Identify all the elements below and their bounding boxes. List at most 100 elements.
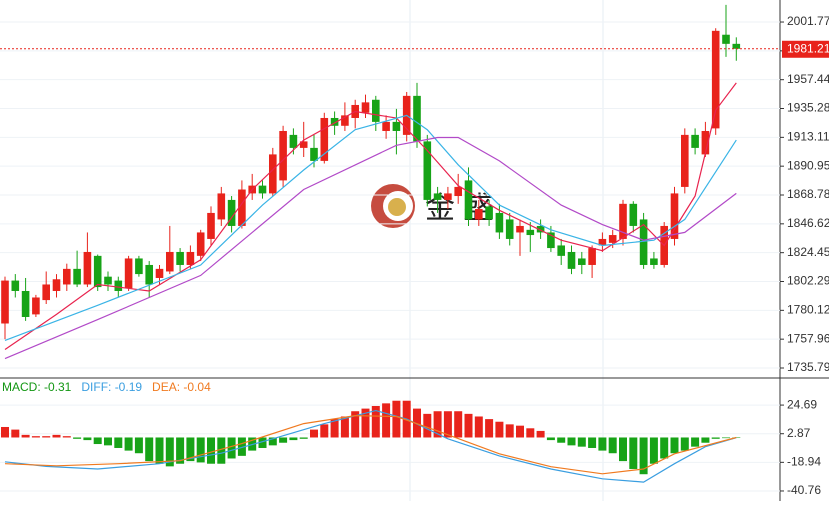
macd-bar <box>454 411 463 438</box>
line-series <box>4 409 737 483</box>
candle-body <box>547 232 555 249</box>
candle-body <box>11 280 20 291</box>
y-tick-label: 1846.62 <box>787 216 829 230</box>
macd-bar <box>629 437 638 469</box>
candle-body <box>52 279 61 291</box>
candle-body <box>619 203 627 239</box>
macd-bar <box>670 437 679 454</box>
y-tick-label: 1957.44 <box>787 72 829 86</box>
legend-entry: MACD: -0.31 <box>2 380 72 394</box>
candle-body <box>93 255 102 288</box>
macd-bar <box>639 437 648 475</box>
macd-bar <box>588 437 597 448</box>
y-tick-label: 2.87 <box>787 426 811 440</box>
macd-bar <box>340 416 349 438</box>
y-tick-label: -40.76 <box>787 483 821 497</box>
y-tick-label: -18.94 <box>787 455 821 469</box>
candle-body <box>238 189 246 226</box>
macd-bar <box>701 437 710 443</box>
candle-body <box>361 102 370 113</box>
candle-body <box>598 238 607 246</box>
macd-bar <box>155 437 164 464</box>
candle-body <box>114 280 123 291</box>
candle-body <box>196 232 205 256</box>
candle-body <box>104 276 112 285</box>
candle-body <box>701 130 710 155</box>
macd-bar <box>608 437 617 454</box>
candle-body <box>516 225 524 233</box>
candle-body <box>639 219 648 265</box>
macd-bar <box>196 437 205 463</box>
y-tick-label: 1735.79 <box>787 360 829 374</box>
y-tick-label: 1824.45 <box>787 245 829 259</box>
candle-body <box>310 147 318 161</box>
candle-body <box>670 193 679 239</box>
macd-bar <box>124 437 133 451</box>
macd-bar <box>361 408 370 438</box>
macd-bar <box>516 425 524 438</box>
candle-body <box>124 258 133 289</box>
macd-bar <box>464 413 473 438</box>
macd-bar <box>660 437 669 459</box>
macd-bar <box>52 434 61 438</box>
candle-body <box>732 43 741 49</box>
candle-body <box>495 212 504 233</box>
candle-body <box>691 134 699 148</box>
candle-body <box>588 248 596 265</box>
macd-bar <box>598 437 607 451</box>
macd-bar <box>145 437 154 462</box>
candle-body <box>279 130 287 181</box>
candle-body <box>176 251 184 265</box>
macd-bar <box>546 437 555 441</box>
candle-body <box>372 99 380 122</box>
macd-bar <box>217 437 226 464</box>
macd-bar <box>505 424 514 438</box>
macd-bar <box>42 436 51 438</box>
line-series <box>4 136 737 360</box>
candle-body <box>433 193 442 200</box>
macd-bar <box>93 437 102 445</box>
candle-body <box>629 203 638 226</box>
macd-bar <box>536 430 545 438</box>
macd-bar <box>104 437 112 446</box>
candle-body <box>73 268 81 285</box>
macd-bar <box>310 429 318 438</box>
macd-bar <box>21 434 30 438</box>
line-series <box>4 414 737 475</box>
macd-bar <box>31 436 40 438</box>
candle-body <box>485 206 493 220</box>
candle-body <box>42 284 50 301</box>
candle-body <box>681 134 689 187</box>
macd-bar <box>443 411 452 438</box>
logo-coin <box>388 198 406 216</box>
candle-body <box>258 185 267 194</box>
candle-body <box>650 258 658 265</box>
candle-body <box>63 268 71 285</box>
candle-body <box>392 121 401 131</box>
candle-body <box>289 134 298 148</box>
candle-body <box>32 297 40 315</box>
y-tick-label: 2001.77 <box>787 14 829 28</box>
macd-bar <box>207 437 215 464</box>
legend-entry: DIFF: -0.19 <box>81 380 142 394</box>
y-tick-label: 1757.96 <box>787 331 829 345</box>
macd-bar <box>423 413 432 438</box>
y-tick-label: 1890.95 <box>787 158 829 172</box>
macd-bar <box>722 437 730 439</box>
y-tick-label: 1868.78 <box>787 187 829 201</box>
macd-bar <box>83 437 92 441</box>
watermark-logo <box>371 184 415 228</box>
macd-bar <box>165 437 174 467</box>
macd-bar <box>73 437 82 439</box>
candle-body <box>83 251 92 285</box>
candle-body <box>608 235 617 243</box>
candle-body <box>382 121 390 131</box>
macd-bar <box>392 400 401 438</box>
candle-body <box>526 229 535 236</box>
macd-bar <box>299 437 308 439</box>
candle-body <box>1 280 9 324</box>
candle-body <box>166 251 174 272</box>
macd-bar <box>320 424 329 438</box>
candle-body <box>444 193 452 200</box>
